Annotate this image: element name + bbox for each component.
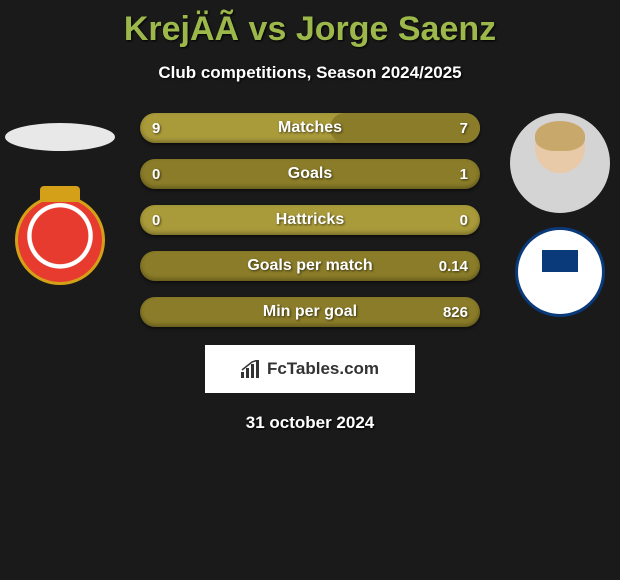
- stat-value-left: 0: [152, 166, 160, 183]
- left-player-column: [0, 113, 120, 285]
- page-title: KrejÄÃ vs Jorge Saenz: [0, 0, 620, 49]
- club-left-logo: [15, 195, 105, 285]
- stat-value-right: 7: [460, 120, 468, 137]
- chart-icon: [241, 360, 261, 378]
- branding-text: FcTables.com: [267, 359, 379, 379]
- stat-value-left: 9: [152, 120, 160, 137]
- stat-row: 9 Matches 7: [140, 113, 480, 143]
- stat-value-right: 826: [443, 304, 468, 321]
- page-subtitle: Club competitions, Season 2024/2025: [0, 63, 620, 83]
- date-text: 31 october 2024: [0, 413, 620, 433]
- stats-list: 9 Matches 7 0 Goals 1 0 Hattricks 0 Goals per mat…: [140, 113, 480, 327]
- stat-row: 0 Goals 1: [140, 159, 480, 189]
- player-right-avatar: [510, 113, 610, 213]
- stat-value-right: 0.14: [439, 258, 468, 275]
- stat-label: Hattricks: [276, 211, 344, 229]
- stat-row: 0 Hattricks 0: [140, 205, 480, 235]
- stat-value-right: 1: [460, 166, 468, 183]
- club-right-logo: [515, 227, 605, 317]
- right-player-column: [500, 113, 620, 317]
- stat-bar-right: [330, 113, 480, 143]
- stat-row: Goals per match 0.14: [140, 251, 480, 281]
- stat-value-left: 0: [152, 212, 160, 229]
- comparison-panel: 9 Matches 7 0 Goals 1 0 Hattricks 0 Goals per mat…: [0, 113, 620, 327]
- stat-label: Min per goal: [263, 303, 357, 321]
- branding-box: FcTables.com: [205, 345, 415, 393]
- stat-label: Goals: [288, 165, 332, 183]
- stat-row: Min per goal 826: [140, 297, 480, 327]
- player-left-avatar: [5, 123, 115, 151]
- stat-label: Matches: [278, 119, 342, 137]
- stat-label: Goals per match: [247, 257, 372, 275]
- stat-value-right: 0: [460, 212, 468, 229]
